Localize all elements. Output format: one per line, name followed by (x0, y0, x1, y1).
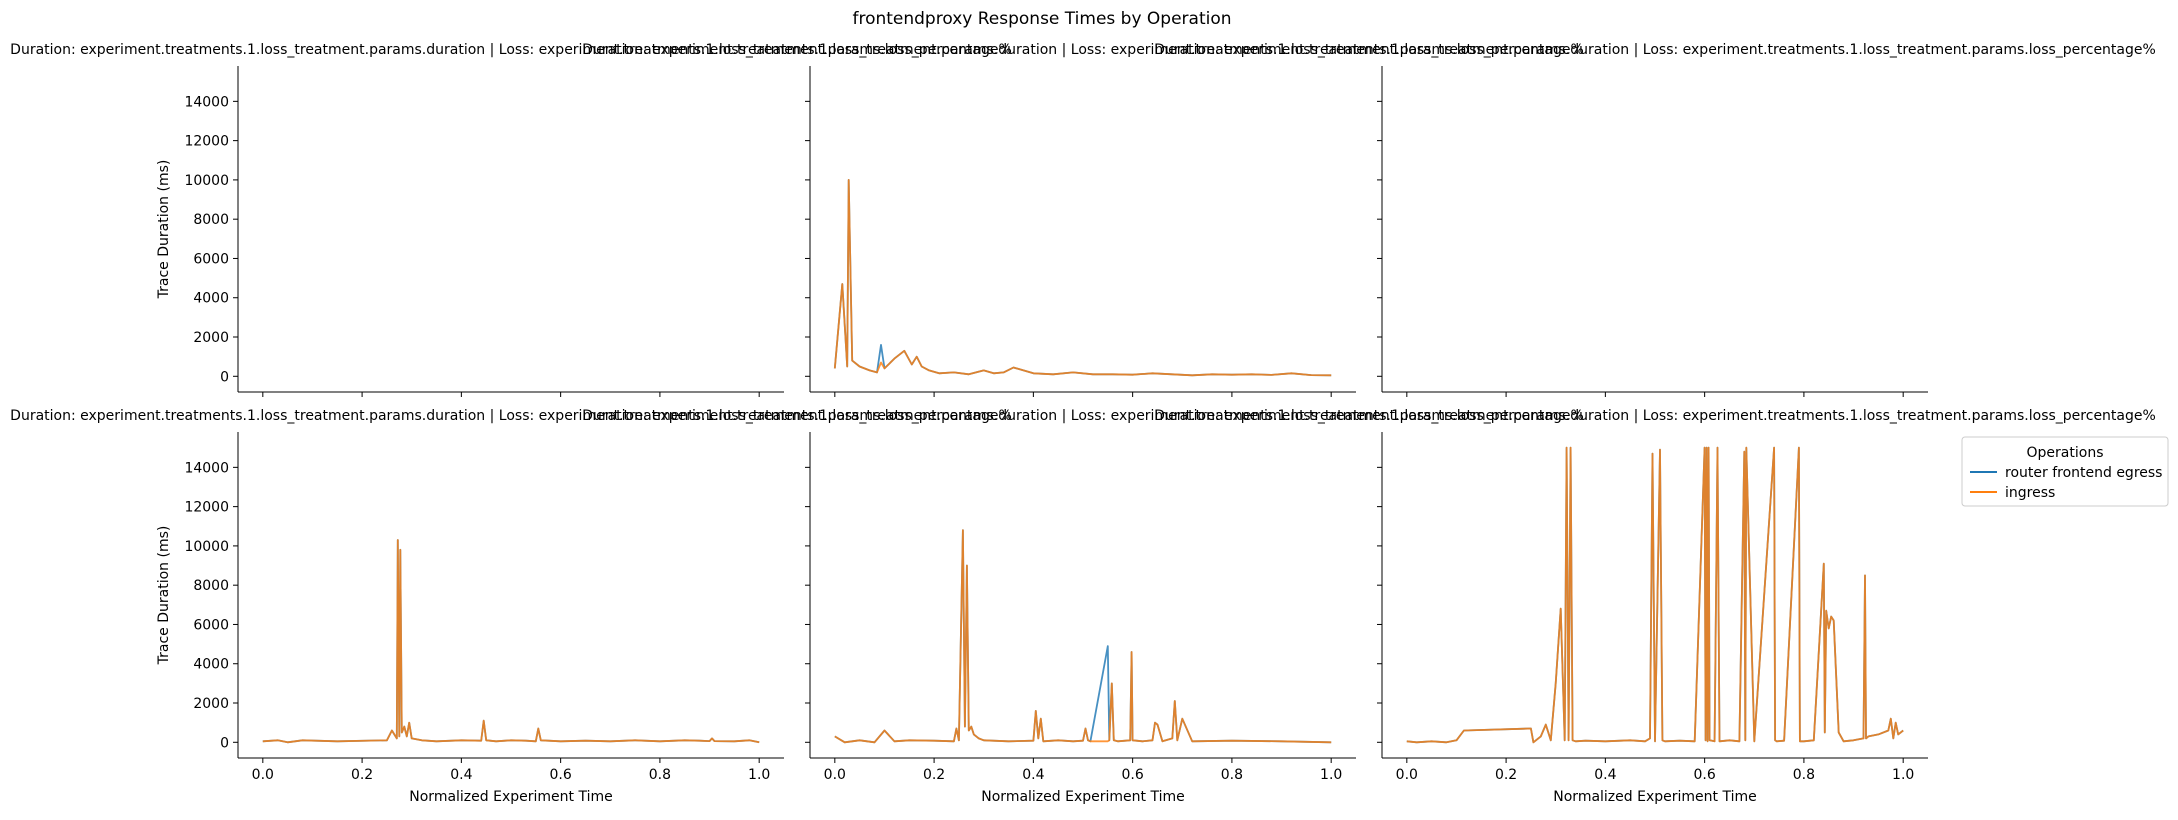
x-tick-label: 0.2 (351, 767, 373, 783)
subplot-title: Duration: experiment.treatments.1.loss_t… (10, 42, 1012, 58)
y-tick-label: 6000 (193, 617, 229, 633)
y-tick-label: 4000 (193, 291, 229, 307)
y-tick-label: 2000 (193, 330, 229, 346)
x-tick-label: 0.8 (1793, 767, 1815, 783)
x-tick-label: 0.0 (824, 767, 846, 783)
series-line-router-frontend-egress (834, 529, 1332, 744)
y-tick-label: 0 (220, 735, 229, 751)
y-tick-label: 8000 (193, 212, 229, 228)
legend-box (1961, 436, 2169, 507)
series-line-ingress (262, 539, 760, 744)
series-line-ingress (834, 529, 1332, 744)
y-axis-label: Trace Duration (ms) (156, 160, 172, 300)
x-tick-label: 0.2 (923, 767, 945, 783)
subplot-grid: Duration: experiment.treatments.1.loss_t… (10, 42, 2156, 805)
x-tick-label: 0.6 (1122, 767, 1144, 783)
x-tick-label: 0.4 (1022, 767, 1044, 783)
y-tick-label: 12000 (184, 134, 229, 150)
subplot-3: Duration: experiment.treatments.1.loss_t… (1154, 42, 2156, 397)
subplot-title: Duration: experiment.treatments.1.loss_t… (1154, 42, 2156, 58)
x-tick-label: 0.6 (1694, 767, 1716, 783)
figure-title: frontendproxy Response Times by Operatio… (852, 9, 1231, 29)
x-tick-label: 0.8 (1221, 767, 1243, 783)
subplot-2: Duration: experiment.treatments.1.loss_t… (582, 42, 1584, 397)
x-tick-label: 0.8 (649, 767, 671, 783)
y-tick-label: 6000 (193, 251, 229, 267)
x-tick-label: 1.0 (1320, 767, 1342, 783)
y-tick-label: 8000 (193, 578, 229, 594)
y-tick-label: 14000 (184, 460, 229, 476)
x-tick-label: 0.2 (1495, 767, 1517, 783)
subplot-5: Duration: experiment.treatments.1.loss_t… (582, 408, 1584, 805)
x-tick-label: 0.0 (252, 767, 274, 783)
x-tick-label: 0.4 (1594, 767, 1616, 783)
series-line-ingress (833, 178, 1332, 377)
subplot-title: Duration: experiment.treatments.1.loss_t… (1154, 408, 2156, 424)
legend-label: router frontend egress (2005, 465, 2162, 481)
series-line-router-frontend-egress (262, 539, 760, 744)
legend-label: ingress (2005, 485, 2055, 501)
x-axis-label: Normalized Experiment Time (981, 789, 1184, 805)
subplot-title: Duration: experiment.treatments.1.loss_t… (582, 408, 1584, 424)
y-axis-label: Trace Duration (ms) (156, 526, 172, 666)
x-tick-label: 1.0 (748, 767, 770, 783)
legend-title: Operations (2027, 445, 2104, 461)
subplot-1: Duration: experiment.treatments.1.loss_t… (10, 42, 1012, 397)
x-axis-label: Normalized Experiment Time (1553, 789, 1756, 805)
x-tick-label: 0.4 (450, 767, 472, 783)
legend-entries: router frontend egress ingress (1970, 465, 2162, 501)
x-tick-label: 0.6 (550, 767, 572, 783)
x-axis-label: Normalized Experiment Time (409, 789, 612, 805)
y-tick-label: 12000 (184, 500, 229, 516)
series-line-ingress (1406, 446, 1904, 744)
y-tick-label: 10000 (184, 173, 229, 189)
legend: Operations router frontend egress ingress (1961, 436, 2169, 507)
y-tick-label: 14000 (184, 94, 229, 110)
y-tick-label: 10000 (184, 539, 229, 555)
series-line-router-frontend-egress (833, 178, 1332, 377)
x-tick-label: 1.0 (1892, 767, 1914, 783)
subplot-title: Duration: experiment.treatments.1.loss_t… (10, 408, 1012, 424)
subplot-4: Duration: experiment.treatments.1.loss_t… (10, 408, 1012, 805)
subplot-title: Duration: experiment.treatments.1.loss_t… (582, 42, 1584, 58)
y-tick-label: 4000 (193, 657, 229, 673)
subplot-6: Duration: experiment.treatments.1.loss_t… (1154, 408, 2156, 805)
y-tick-label: 0 (220, 369, 229, 385)
x-tick-label: 0.0 (1396, 767, 1418, 783)
y-tick-label: 2000 (193, 696, 229, 712)
